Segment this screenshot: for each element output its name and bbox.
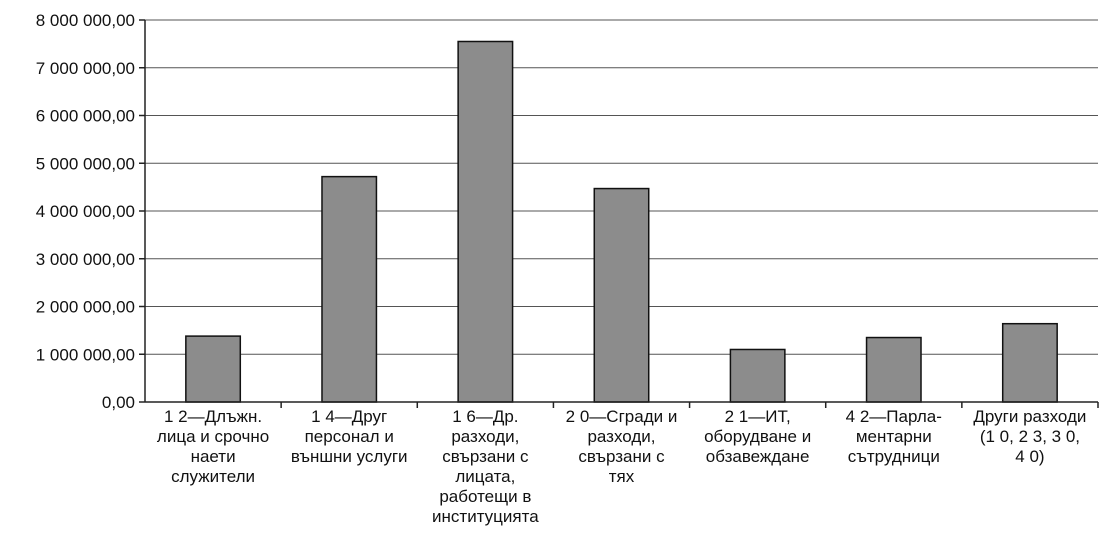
y-tick-label: 6 000 000,00 [36, 107, 135, 126]
category-label-line: 2 0—Сгради и [566, 407, 678, 426]
y-tick-labels: 0,00 1 000 000,00 2 000 000,00 3 000 000,00… [36, 11, 135, 412]
category-label: 1 2—Длъжн. лица и срочно наети служители [157, 407, 269, 486]
category-label-line: 1 4—Друг [311, 407, 387, 426]
category-label: Други разходи (1 0, 2 3, 3 0, 4 0) [973, 407, 1086, 466]
y-tick-label: 4 000 000,00 [36, 202, 135, 221]
category-label-line: външни услуги [291, 447, 408, 466]
category-label-line: оборудване и [704, 427, 811, 446]
y-tick-label: 5 000 000,00 [36, 154, 135, 173]
category-label-line: служители [171, 467, 255, 486]
category-label: 1 6—Др. разходи, свързани с лицата, работещи… [432, 407, 539, 526]
y-tick-label: 3 000 000,00 [36, 250, 135, 269]
category-label-line: 2 1—ИТ, [725, 407, 791, 426]
category-label-line: разходи, [451, 427, 519, 446]
category-label: 2 0—Сгради и разходи, свързани с тях [566, 407, 678, 486]
bar [729, 348, 786, 403]
y-tick-label: 7 000 000,00 [36, 59, 135, 78]
category-label-line: лицата, [455, 467, 515, 486]
category-label-line: обзавеждане [706, 447, 810, 466]
category-labels: 1 2—Длъжн. лица и срочно наети служители 1 4… [157, 407, 1087, 526]
category-label-line: 4 0) [1015, 447, 1044, 466]
bar [865, 336, 922, 403]
category-label-line: 1 6—Др. [452, 407, 518, 426]
bar [321, 175, 378, 403]
category-label-line: сътрудници [848, 447, 940, 466]
category-label-line: лица и срочно [157, 427, 269, 446]
category-label-line: 4 2—Парла- [846, 407, 942, 426]
category-label: 4 2—Парла-ментарни сътрудници [846, 407, 942, 466]
axes [139, 19, 1099, 408]
category-label-line: разходи, [587, 427, 655, 446]
category-label-line: работещи в [439, 487, 531, 506]
bar [1001, 322, 1058, 403]
category-label-line: (1 0, 2 3, 3 0, [980, 427, 1080, 446]
y-tick-label: 8 000 000,00 [36, 11, 135, 30]
category-label: 1 4—Друг персонал и външни услуги [291, 407, 408, 466]
category-label-line: наети [191, 447, 236, 466]
category-label-line: 1 2—Длъжн. [164, 407, 262, 426]
bar [185, 335, 242, 403]
y-tick-label: 1 000 000,00 [36, 345, 135, 364]
bar [593, 187, 650, 403]
category-label-line: институцията [432, 507, 539, 526]
category-label-line: ментарни [856, 427, 932, 446]
bars [185, 40, 1058, 403]
category-label: 2 1—ИТ, оборудване и обзавеждане [704, 407, 811, 466]
bar [457, 40, 514, 403]
category-label-line: тях [609, 467, 635, 486]
y-tick-label: 2 000 000,00 [36, 298, 135, 317]
y-tick-label: 0,00 [102, 393, 135, 412]
category-label-line: свързани с [578, 447, 665, 466]
category-label-line: персонал и [305, 427, 394, 446]
category-label-line: свързани с [442, 447, 529, 466]
category-label-line: Други разходи [973, 407, 1086, 426]
